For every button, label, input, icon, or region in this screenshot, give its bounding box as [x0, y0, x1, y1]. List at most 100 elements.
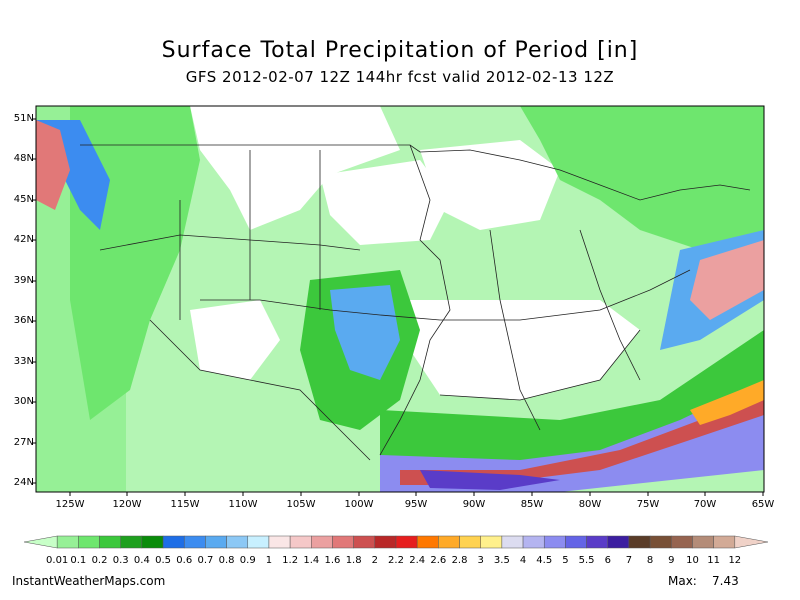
legend-swatch — [395, 535, 418, 549]
legend-label: 12 — [728, 555, 742, 566]
lon-label-65w: 65W — [751, 499, 775, 510]
legend-color-bar — [24, 535, 768, 549]
blue-zone-gulf — [380, 380, 764, 492]
legend-label: 1.8 — [345, 555, 362, 566]
lat-label-42n: 42N — [13, 234, 34, 245]
dry-area-northwest — [190, 106, 400, 230]
lon-label-120w: 120W — [112, 499, 142, 510]
legend-swatch — [311, 535, 333, 549]
legend-label: 3.5 — [493, 555, 510, 566]
legend-swatch — [671, 535, 693, 549]
legend-swatch — [438, 535, 460, 549]
legend-label: 5.5 — [578, 555, 595, 566]
legend-label: 6 — [604, 555, 611, 566]
lon-label-125w: 125W — [55, 499, 85, 510]
legend-label: 0.6 — [176, 555, 193, 566]
legend-swatch — [480, 535, 503, 549]
legend-label: 0.7 — [197, 555, 214, 566]
legend-label: 0.8 — [218, 555, 235, 566]
legend-label: 4.5 — [536, 555, 553, 566]
lat-label-36n: 36N — [13, 315, 34, 326]
lon-label-75w: 75W — [636, 499, 660, 510]
legend-label: 8 — [646, 555, 654, 566]
legend-swatch — [183, 535, 206, 549]
legend-label: 0.1 — [70, 555, 87, 566]
axis-ticks — [32, 118, 764, 496]
legend-label: 0.3 — [112, 555, 129, 566]
legend-label: 4 — [519, 555, 527, 566]
legend-label: 0.9 — [239, 555, 256, 566]
lat-label-45n: 45N — [13, 194, 34, 205]
orange-zone-atlantic — [690, 380, 764, 425]
legend-swatch — [565, 535, 587, 549]
legend-label: 1 — [265, 555, 273, 566]
legend-swatch — [99, 535, 121, 549]
red-zone-coast-northwest — [36, 120, 70, 210]
legend-swatch — [162, 535, 185, 549]
legend-label: 2 — [371, 555, 378, 566]
legend-label: 0.01 — [46, 555, 69, 566]
legend-swatch — [24, 535, 58, 549]
legend-swatch — [734, 535, 768, 549]
lon-label-115w: 115W — [170, 499, 200, 510]
legend-label: 5 — [562, 555, 569, 566]
legend-swatch — [522, 535, 545, 549]
legend-swatch — [120, 535, 143, 549]
legend-swatch — [247, 535, 270, 549]
legend-swatch — [649, 535, 672, 549]
legend-swatch — [141, 535, 164, 549]
site-credit: InstantWeatherMaps.com — [12, 574, 166, 588]
lat-label-27n: 27N — [13, 437, 34, 448]
red-zone-atlantic — [690, 240, 764, 320]
legend-swatch — [543, 535, 566, 549]
lon-label-110w: 110W — [228, 499, 258, 510]
lat-label-24n: 24N — [13, 477, 34, 488]
legend-swatch — [353, 535, 376, 549]
legend-label: 7 — [625, 555, 633, 566]
legend-swatch — [692, 535, 714, 549]
lon-label-85w: 85W — [520, 499, 544, 510]
max-label: Max: — [668, 574, 697, 588]
legend-swatch — [416, 535, 439, 549]
legend-label: 1.6 — [324, 555, 341, 566]
legend-label: 1.2 — [282, 555, 299, 566]
legend-swatch — [226, 535, 249, 549]
legend-label: 0.4 — [133, 555, 150, 566]
legend-swatch — [56, 535, 79, 549]
legend-swatch — [268, 535, 291, 549]
lon-label-100w: 100W — [344, 499, 374, 510]
lon-label-90w: 90W — [462, 499, 486, 510]
legend-label: 2.4 — [409, 555, 426, 566]
legend-swatch — [374, 535, 397, 549]
blue-zone-texas — [330, 285, 400, 380]
lon-label-80w: 80W — [578, 499, 602, 510]
map-subtitle: GFS 2012-02-07 12Z 144hr fcst valid 2012… — [185, 68, 615, 86]
legend-label: 9 — [668, 555, 675, 566]
boundary-lines — [80, 144, 751, 461]
map-frame — [35, 105, 765, 493]
legend-label: 2.8 — [451, 555, 468, 566]
legend-swatch — [289, 535, 312, 549]
dry-area-southwest — [190, 300, 280, 380]
dry-area-greatlakes — [420, 140, 560, 230]
legend-swatch — [628, 535, 651, 549]
legend-swatch — [607, 535, 630, 549]
lat-label-51n: 51N — [13, 113, 34, 124]
legend-label: 10 — [686, 555, 699, 566]
legend-label: 0.5 — [155, 555, 171, 566]
lat-label-48n: 48N — [13, 153, 34, 164]
legend-swatch — [501, 535, 524, 549]
legend-swatch — [586, 535, 609, 549]
lon-label-95w: 95W — [404, 499, 428, 510]
legend-swatch — [205, 535, 227, 549]
lat-label-39n: 39N — [13, 275, 34, 286]
lat-label-30n: 30N — [13, 396, 34, 407]
lat-label-33n: 33N — [13, 356, 34, 367]
legend-swatch — [78, 535, 100, 549]
legend-swatch — [459, 535, 481, 549]
dry-area-plains — [320, 160, 450, 245]
lon-label-70w: 70W — [693, 499, 717, 510]
legend-label: 11 — [707, 555, 720, 566]
dry-area-southeast — [410, 300, 640, 400]
